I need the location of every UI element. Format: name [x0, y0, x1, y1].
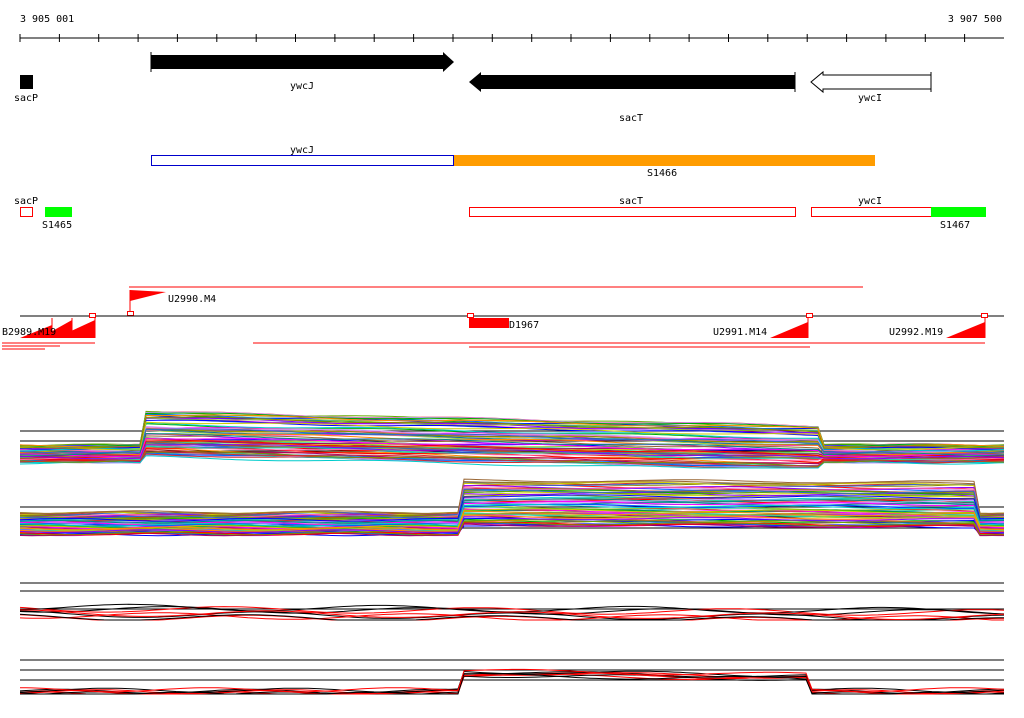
- expression-profile: [19, 421, 1005, 451]
- gene-sacT-label: sacT: [619, 113, 643, 124]
- segment-S1466[interactable]: [454, 155, 875, 166]
- panel-1-profiles: [19, 410, 1005, 469]
- upshift-left-2: [40, 320, 72, 338]
- expression-profile: [19, 503, 1005, 527]
- segment-ywcI-label: ywcI: [858, 196, 882, 207]
- segment-ywcJ-label: ywcJ: [290, 145, 314, 156]
- gene-ywcI[interactable]: [810, 70, 932, 94]
- expression-panel-3[interactable]: [19, 582, 1005, 621]
- panel-2-profiles: [19, 478, 1005, 537]
- expression-panel-2[interactable]: [19, 478, 1005, 537]
- expression-profile: [19, 444, 1005, 460]
- panel-4-profiles: [19, 668, 1005, 695]
- expression-profile: [19, 521, 1004, 536]
- expression-profile: [20, 508, 1005, 529]
- expression-profile: [19, 673, 1004, 695]
- segment-sacT-label: sacT: [619, 196, 643, 207]
- gene-ywcI-label: ywcI: [858, 93, 882, 104]
- ruler-ticks: [19, 34, 966, 42]
- segment-S1467[interactable]: [931, 207, 986, 217]
- expression-profile: [19, 414, 1005, 448]
- upshift-U2991-marker: [806, 313, 813, 318]
- expression-profile: [19, 514, 1004, 532]
- expression-profile: [19, 672, 1005, 695]
- segment-S1467-label: S1467: [940, 220, 970, 231]
- expression-profile: [19, 523, 1005, 537]
- expression-profile: [19, 492, 1005, 521]
- downshift-D1967-marker: [467, 313, 474, 318]
- gene-ywcJ[interactable]: [151, 52, 454, 72]
- segment-S1465-label: S1465: [42, 220, 72, 231]
- upshift-U2992-marker: [981, 313, 988, 318]
- expression-profile: [19, 425, 1005, 453]
- expression-profile: [19, 613, 1004, 621]
- downshift-D1967-label: D1967: [509, 320, 539, 331]
- expression-profile: [19, 609, 1005, 620]
- upshift-U2990-marker: [127, 311, 134, 316]
- downshift-D1967[interactable]: [469, 318, 509, 328]
- gene-ywcJ-label: ywcJ: [290, 81, 314, 92]
- upshift-left-label: B2989.M19: [2, 327, 56, 338]
- upshift-U2990-flag[interactable]: [130, 290, 166, 301]
- expression-profile: [19, 416, 1005, 449]
- expression-panel-4[interactable]: [19, 659, 1005, 695]
- panel-3-profiles: [19, 603, 1005, 621]
- upshift-left-3: [56, 320, 95, 338]
- upshift-U2992-label: U2992.M19: [889, 327, 943, 338]
- expression-profile: [19, 433, 1005, 456]
- segment-S1466-label: S1466: [647, 168, 677, 179]
- expression-profile: [19, 606, 1005, 616]
- gene-sacT[interactable]: [469, 72, 795, 92]
- upshift-U2991-flag[interactable]: [770, 322, 808, 338]
- expression-profile: [19, 440, 1005, 459]
- segment-ywcI[interactable]: [811, 207, 932, 217]
- segment-sacT[interactable]: [469, 207, 796, 217]
- coordinate-end-label: 3 907 500: [948, 14, 1002, 25]
- segment-sacP[interactable]: [20, 207, 33, 217]
- gene-sacP[interactable]: [20, 75, 33, 89]
- expression-profile: [19, 513, 1005, 532]
- segment-S1465[interactable]: [45, 207, 72, 217]
- expression-profile: [19, 412, 1005, 448]
- expression-profile: [19, 668, 1005, 693]
- expression-profile: [20, 519, 1005, 535]
- expression-profile: [19, 494, 1004, 522]
- expression-profile: [19, 511, 1005, 531]
- coordinate-ruler: 3 905 001 3 907 500: [19, 14, 1004, 42]
- upshift-U2990-label: U2990.M4: [168, 294, 216, 305]
- segment-track-upper: ywcJ S1466: [151, 145, 875, 179]
- upshift-U2992-flag[interactable]: [946, 322, 985, 338]
- gene-track: sacP ywcJ sacT ywcI: [14, 52, 932, 124]
- upshift-left-1: [20, 325, 52, 338]
- expression-profile: [19, 428, 1005, 454]
- expression-profile: [19, 478, 1005, 514]
- expression-profile: [20, 438, 1005, 457]
- segment-track-lower: sacP S1465 sacT ywcI S1467: [14, 196, 986, 231]
- upshift-left-marker: [89, 313, 96, 318]
- expression-profile: [19, 610, 1005, 621]
- expression-profile: [19, 503, 1004, 527]
- coordinate-start-label: 3 905 001: [20, 14, 74, 25]
- left-overlapping-upshifts[interactable]: B2989.M19: [2, 313, 96, 350]
- segment-ywcJ[interactable]: [151, 155, 454, 166]
- gene-sacP-label: sacP: [14, 93, 38, 104]
- segment-sacP-label: sacP: [14, 196, 38, 207]
- expression-profile: [19, 498, 1004, 524]
- expression-profile: [19, 450, 1005, 467]
- expression-profile: [19, 516, 1004, 533]
- upshift-U2991-label: U2991.M14: [713, 327, 767, 338]
- expression-panel-1[interactable]: [19, 410, 1005, 469]
- shift-track: U2990.M4 B2989.M19 D1967 U2991.M14 U2: [2, 286, 1004, 350]
- expression-profile: [19, 488, 1005, 520]
